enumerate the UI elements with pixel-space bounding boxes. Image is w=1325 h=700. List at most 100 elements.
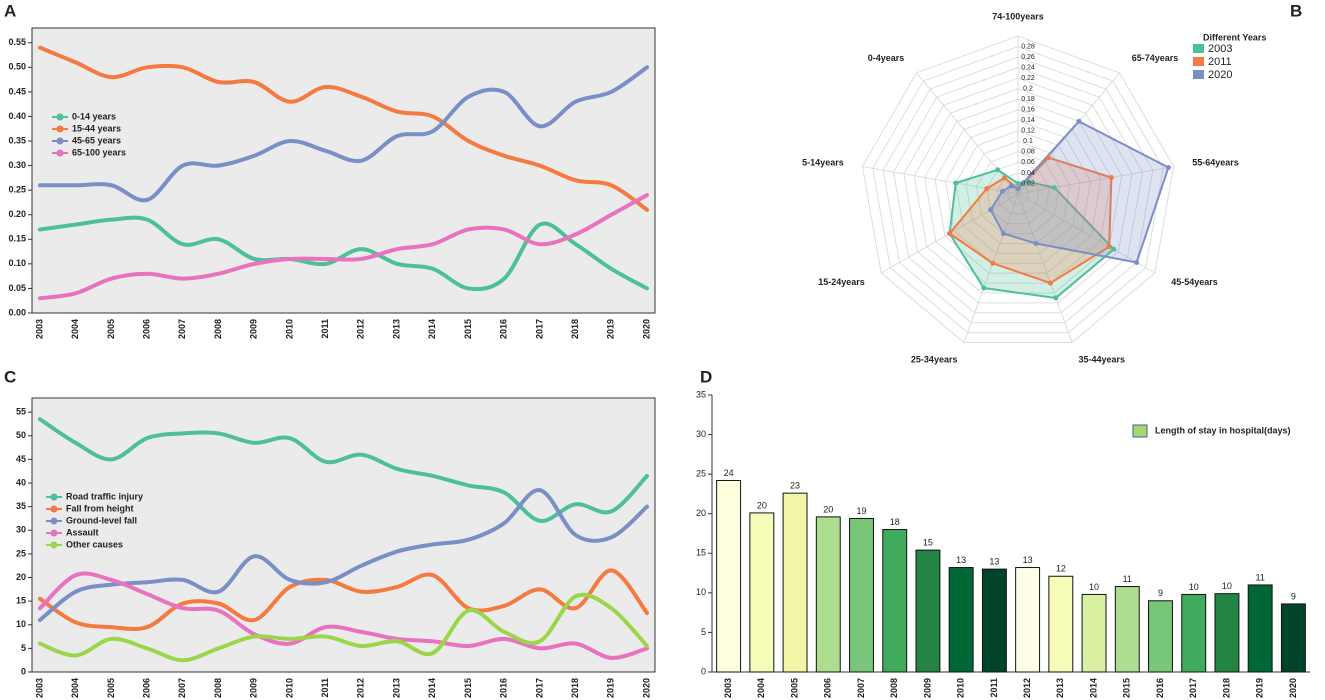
legend-label: 15-44 years (72, 123, 121, 133)
y-tick-label: 25 (696, 469, 706, 479)
value-label: 13 (989, 556, 999, 566)
legend-label: 0-14 years (72, 111, 116, 121)
legend-title: Different Years (1203, 32, 1266, 42)
x-tick-label: 2005 (106, 319, 116, 339)
radar-ring (986, 161, 1050, 225)
radar-point (1025, 179, 1031, 185)
x-tick-label: 2020 (641, 319, 651, 339)
x-tick-label: 2018 (570, 319, 580, 339)
radar-spoke (862, 166, 1019, 195)
y-tick-label: 15 (696, 548, 706, 558)
radar-ring (872, 46, 1164, 334)
radial-tick-label: 0.24 (1021, 64, 1035, 71)
x-tick-label: 2020 (641, 678, 651, 698)
x-tick-label: 2010 (284, 319, 294, 339)
y-tick-label: 20 (696, 508, 706, 518)
y-tick-label: 50 (16, 430, 26, 440)
radar-point (1106, 244, 1112, 250)
y-tick-label: 10 (16, 619, 26, 629)
bar (716, 479, 742, 673)
value-label: 20 (823, 504, 833, 514)
value-label: 9 (1158, 588, 1163, 598)
y-tick-label: 5 (21, 643, 26, 653)
radar-point (1051, 185, 1057, 191)
radar-area (948, 156, 1113, 285)
legend-label: 65-100 years (72, 147, 126, 157)
y-tick-label: 45 (16, 454, 26, 464)
x-tick-label: 2009 (922, 678, 932, 698)
bar (1247, 584, 1273, 673)
bar (815, 516, 841, 673)
legend-label: Assault (66, 527, 99, 537)
x-tick-label: 2019 (606, 678, 616, 698)
radial-tick-label: 0.06 (1021, 159, 1035, 166)
legend-label: Road traffic injury (66, 491, 143, 501)
value-label: 13 (1023, 555, 1033, 565)
series-line (38, 417, 649, 523)
value-label: 9 (1291, 591, 1296, 601)
legend-marker (50, 493, 58, 501)
x-tick-label: 2019 (606, 319, 616, 339)
y-tick-label: 0.30 (8, 160, 26, 170)
x-tick-label: 2019 (1255, 678, 1265, 698)
x-tick-label: 2009 (249, 678, 259, 698)
radar-axis-label: 74-100years (992, 11, 1044, 21)
radial-tick-label: 0.26 (1021, 54, 1035, 61)
x-tick-label: 2016 (499, 319, 509, 339)
value-label: 11 (1123, 574, 1132, 584)
value-label: 10 (1089, 582, 1099, 592)
radial-tick-label: 0.08 (1021, 149, 1035, 156)
series-line (38, 568, 649, 632)
plot-background (31, 27, 656, 314)
x-tick-label: 2013 (1055, 678, 1065, 698)
y-tick-label: 15 (16, 596, 26, 606)
radial-tick-label: 0.04 (1021, 170, 1035, 177)
value-label: 10 (1222, 581, 1232, 591)
legend-marker (50, 517, 58, 525)
x-tick-label: 2005 (106, 678, 116, 698)
x-tick-label: 2004 (70, 319, 80, 339)
radar-point (995, 167, 1001, 173)
radar-spoke (1017, 166, 1174, 195)
radar-point (1001, 175, 1007, 181)
series-line (38, 65, 649, 203)
value-label: 18 (890, 517, 900, 527)
radar-point (1015, 180, 1021, 186)
bar (915, 549, 941, 673)
radial-tick-label: 0.16 (1021, 107, 1035, 114)
radar-point (1015, 186, 1021, 192)
x-tick-label: 2015 (463, 319, 473, 339)
legend-swatch (1132, 424, 1148, 438)
legend-marker (56, 149, 64, 157)
radar-spoke (1017, 193, 1073, 343)
x-tick-label: 2003 (34, 678, 44, 698)
radial-tick-label: 0.1 (1023, 138, 1033, 145)
radar-area (948, 168, 1116, 299)
x-tick-label: 2006 (823, 678, 833, 698)
x-tick-label: 2014 (427, 678, 437, 698)
radar-point (999, 188, 1005, 194)
legend-label: Length of stay in hospital(days) (1155, 425, 1291, 435)
legend-marker (56, 113, 64, 121)
radar-point (1047, 280, 1053, 286)
legend-marker (56, 125, 64, 133)
x-tick-label: 2010 (284, 678, 294, 698)
y-tick-label: 0 (701, 666, 706, 676)
y-tick-label: 20 (16, 572, 26, 582)
y-tick-label: 0.05 (8, 283, 26, 293)
x-tick-label: 2013 (391, 678, 401, 698)
radial-tick-label: 0.18 (1021, 96, 1035, 103)
x-tick-label: 2011 (320, 678, 330, 698)
panel-label: B (1290, 1, 1302, 20)
radar-point (1033, 240, 1039, 246)
bar (1181, 593, 1207, 673)
panel-label: D (700, 367, 712, 386)
x-tick-label: 2015 (463, 678, 473, 698)
y-tick-label: 35 (696, 389, 706, 399)
value-label: 12 (1056, 564, 1066, 574)
y-tick-label: 35 (16, 501, 26, 511)
x-tick-label: 2018 (1221, 678, 1231, 698)
radar-axis-label: 35-44years (1079, 355, 1126, 365)
radar-point (1076, 118, 1082, 124)
x-tick-label: 2011 (320, 319, 330, 339)
